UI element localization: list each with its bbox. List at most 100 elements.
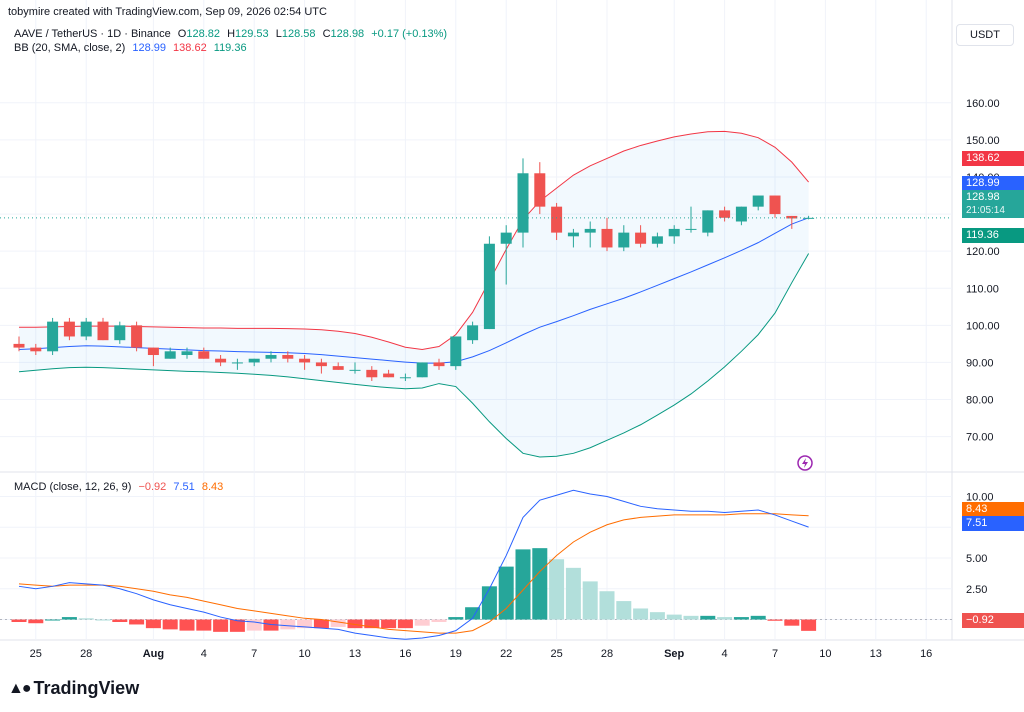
high-label: H xyxy=(227,28,236,40)
macd-line xyxy=(18,489,809,640)
time-axis-label: 4 xyxy=(201,648,207,660)
macd-histogram-bar xyxy=(313,619,329,629)
candle-body xyxy=(63,321,75,337)
macd-histogram-bar xyxy=(649,612,665,620)
last-price-tag: 128.98 21:05:14 xyxy=(962,190,1024,218)
tradingview-logo-text: TradingView xyxy=(33,678,140,698)
candle-body xyxy=(349,369,361,371)
candle xyxy=(97,317,109,341)
lightning-icon xyxy=(797,455,813,471)
candle xyxy=(332,362,344,370)
macd-histogram-bar xyxy=(700,615,716,620)
macd-histogram-bar xyxy=(330,619,346,627)
macd-histogram-bar xyxy=(431,619,447,622)
bar-countdown: 21:05:14 xyxy=(966,205,1005,216)
candle-body xyxy=(567,232,579,237)
macd-histogram-bar xyxy=(515,549,531,620)
macd-label: MACD (close, 12, 26, 9) xyxy=(14,481,132,493)
candle xyxy=(248,358,260,367)
macd-histogram-bar xyxy=(565,567,581,620)
candle xyxy=(30,343,42,356)
candle-body xyxy=(231,362,243,364)
macd-histogram-bar xyxy=(532,548,548,620)
change-value: +0.17 (+0.13%) xyxy=(371,28,448,40)
candle xyxy=(299,355,311,370)
candle xyxy=(719,206,731,222)
candle xyxy=(567,228,579,248)
macd-histogram-bar xyxy=(750,615,766,620)
candle-body xyxy=(47,321,59,352)
candle-body xyxy=(299,358,311,363)
candle xyxy=(63,317,75,341)
candle xyxy=(13,336,25,352)
macd-histogram-bar xyxy=(767,619,783,621)
lightning-icon-ring xyxy=(797,455,813,471)
macd-signal-line xyxy=(18,513,809,634)
candle-body xyxy=(534,173,546,207)
time-axis-label: 10 xyxy=(819,648,831,660)
tradingview-logo[interactable]: ▲● TradingView xyxy=(8,678,139,699)
time-axis-label: 22 xyxy=(500,648,512,660)
last-price-value: 128.98 xyxy=(966,191,1000,203)
time-axis-label: 13 xyxy=(870,648,882,660)
candle-body xyxy=(366,369,378,378)
candle xyxy=(735,206,747,226)
candle xyxy=(450,336,462,370)
candle-body xyxy=(97,321,109,341)
macd-histogram-bar xyxy=(599,591,615,620)
macd-line-value: 7.51 xyxy=(173,481,195,493)
macd-histogram-bar xyxy=(481,586,497,620)
candle-body xyxy=(315,362,327,367)
main-legend: AAVE / TetherUS · 1D · Binance O128.82 H… xyxy=(14,28,451,40)
candle xyxy=(366,366,378,381)
candle xyxy=(399,373,411,381)
time-axis-label: 28 xyxy=(601,648,613,660)
macd-histogram-bar xyxy=(196,619,212,631)
candle-body xyxy=(181,351,193,356)
macd-axis-label: 5.00 xyxy=(966,553,987,565)
candle-body xyxy=(450,336,462,367)
candle-body xyxy=(131,325,143,348)
candle xyxy=(80,317,92,341)
candle-body xyxy=(618,232,630,248)
candle-body xyxy=(467,325,479,341)
macd-histogram-bar xyxy=(297,619,313,629)
close-label: C xyxy=(322,28,331,40)
candle xyxy=(668,225,680,244)
macd-histogram-bar xyxy=(801,619,817,631)
macd-histogram-bar xyxy=(263,619,279,631)
macd-axis-label: 2.50 xyxy=(966,584,987,596)
candle xyxy=(467,321,479,344)
candle-body xyxy=(651,236,663,244)
candle xyxy=(282,351,294,363)
macd-histogram-bar xyxy=(364,619,380,629)
candle-body xyxy=(719,210,731,218)
candle xyxy=(618,225,630,252)
candle xyxy=(517,158,529,248)
candle-body xyxy=(248,358,260,363)
candle xyxy=(114,321,126,344)
candle-body xyxy=(215,358,227,363)
macd-histogram-bar xyxy=(61,617,77,620)
candle xyxy=(702,210,714,237)
macd-histogram-bar xyxy=(381,619,397,629)
macd-legend[interactable]: MACD (close, 12, 26, 9) −0.92 7.51 8.43 xyxy=(14,481,227,493)
candle-body xyxy=(383,373,395,378)
bb-label: BB (20, SMA, close, 2) xyxy=(14,42,126,54)
candle xyxy=(198,347,210,359)
candle-body xyxy=(702,210,714,233)
time-axis-label: 4 xyxy=(722,648,728,660)
macd-histogram-bar xyxy=(11,619,27,622)
quote-currency-button[interactable]: USDT xyxy=(956,24,1014,46)
candle-body xyxy=(635,232,647,244)
time-axis-label: 25 xyxy=(30,648,42,660)
price-axis-label: 80.00 xyxy=(966,395,994,407)
time-axis-label: 10 xyxy=(298,648,310,660)
price-axis-label: 110.00 xyxy=(966,283,999,295)
bb-band-fill xyxy=(19,131,809,458)
candle-body xyxy=(80,321,92,337)
macd-histogram-bar xyxy=(213,619,229,632)
symbol-label[interactable]: AAVE / TetherUS · 1D · Binance xyxy=(14,28,171,40)
bb-legend[interactable]: BB (20, SMA, close, 2) 128.99 138.62 119… xyxy=(14,42,251,54)
